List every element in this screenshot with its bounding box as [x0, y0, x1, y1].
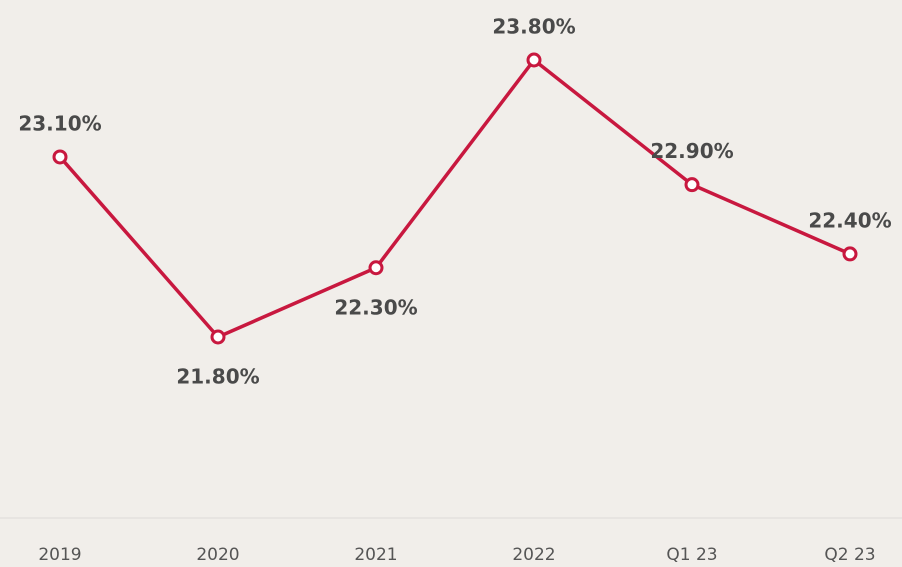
- data-label: 22.30%: [334, 295, 417, 319]
- marker: [842, 246, 858, 262]
- data-label: 22.90%: [650, 139, 733, 163]
- data-label: 23.10%: [18, 111, 101, 135]
- data-label: 23.80%: [492, 15, 575, 39]
- marker: [684, 177, 700, 193]
- marker: [210, 329, 226, 345]
- x-tick-label: 2020: [196, 545, 239, 565]
- data-label: 22.40%: [808, 208, 891, 232]
- x-tick-label: 2019: [38, 545, 81, 565]
- line: [58, 58, 851, 339]
- x-tick-label: Q1 23: [666, 545, 717, 565]
- marker: [368, 260, 384, 276]
- x-tick-label: Q2 23: [824, 545, 875, 565]
- marker: [526, 52, 542, 68]
- x-tick-label: 2022: [512, 545, 555, 565]
- data-label: 21.80%: [176, 365, 259, 389]
- marker: [52, 149, 68, 165]
- x-tick-label: 2021: [354, 545, 397, 565]
